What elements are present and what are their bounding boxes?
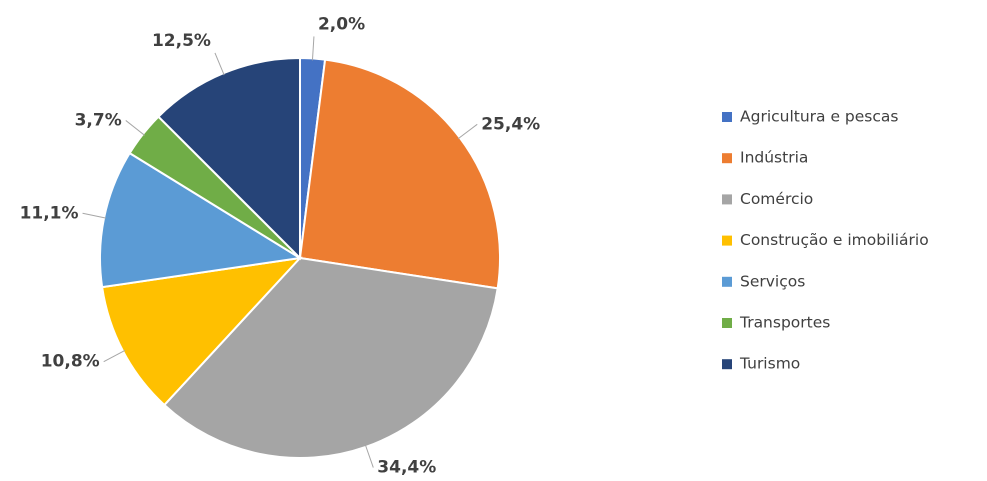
leader-line	[311, 36, 315, 61]
legend-label: Construção e imobiliário	[740, 231, 929, 249]
legend-label: Serviços	[740, 272, 805, 290]
leader-line	[125, 120, 145, 136]
leader-line	[82, 212, 107, 219]
legend-swatch	[722, 112, 732, 122]
data-label: 10,8%	[41, 352, 100, 372]
legend-swatch	[722, 194, 732, 205]
data-label: 12,5%	[152, 31, 211, 51]
legend-swatch	[722, 276, 732, 287]
leader-line	[364, 444, 374, 468]
leader-line	[103, 350, 126, 363]
legend-label: Indústria	[740, 149, 808, 167]
leader-line	[214, 52, 225, 76]
legend-swatch	[722, 153, 732, 164]
legend-label: Comércio	[740, 190, 813, 208]
data-label: 3,7%	[75, 110, 122, 130]
data-label: 34,4%	[377, 458, 436, 478]
data-label: 2,0%	[318, 14, 365, 34]
data-label: 11,1%	[20, 203, 79, 223]
leader-line	[457, 123, 478, 140]
legend-label: Turismo	[739, 355, 800, 373]
legend-swatch	[722, 235, 732, 246]
legend-swatch	[722, 359, 732, 370]
legend-label: Transportes	[739, 314, 830, 332]
legend-swatch	[722, 318, 732, 328]
data-label: 25,4%	[481, 114, 540, 134]
legend-label: Agricultura e pescas	[740, 108, 898, 126]
pie-slice	[298, 58, 501, 290]
